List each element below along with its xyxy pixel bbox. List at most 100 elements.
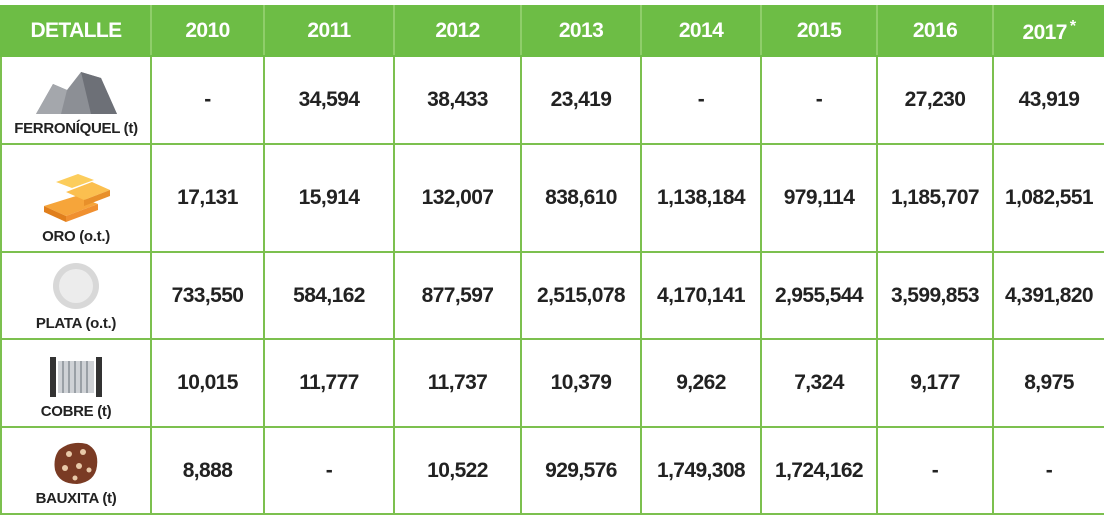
header-cell: 2015 <box>760 5 878 57</box>
header-text: DETALLE <box>30 19 122 42</box>
icon-shape <box>62 465 68 471</box>
header-cell: 2016 <box>876 5 994 57</box>
data-row: FERRONÍQUEL (t) -34,594 38,433 23,419- -27,2… <box>0 55 1104 145</box>
value-cell: 2,955,544 <box>760 251 878 340</box>
header-cell: 2011 <box>263 5 395 57</box>
row-label: COBRE (t) <box>40 403 112 420</box>
icon-shape <box>56 174 94 188</box>
icon-shape <box>80 449 86 455</box>
value-cell: 979,114 <box>760 143 878 253</box>
value-cell: 132,007 <box>393 143 522 253</box>
value-cell: - <box>150 55 265 145</box>
value-cell: 11,777 <box>263 338 395 428</box>
value-cell: 584,162 <box>263 251 395 340</box>
header-text: 2013 <box>558 19 604 42</box>
value-cell: 9,262 <box>640 338 762 428</box>
value-cell: 17,131 <box>150 143 265 253</box>
row-label: FERRONÍQUEL (t) <box>14 120 138 137</box>
header-cell: 2014 <box>640 5 762 57</box>
row-label-cell: FERRONÍQUEL (t) <box>0 55 152 145</box>
data-row: COBRE (t) 10,015 11,777 11,737 10,379 9,262 7,… <box>0 338 1104 428</box>
value-cell: 10,522 <box>393 426 522 515</box>
value-cell: 877,597 <box>393 251 522 340</box>
icon-shape <box>54 442 98 484</box>
row-label: BAUXITA (t) <box>35 490 117 507</box>
value-cell: 838,610 <box>520 143 642 253</box>
value-cell: 929,576 <box>520 426 642 515</box>
table-body: FERRONÍQUEL (t) -34,594 38,433 23,419- -27,2… <box>0 55 1104 515</box>
row-label-cell: COBRE (t) <box>0 338 152 428</box>
header-text: 2010 <box>185 19 230 42</box>
value-cell: 3,599,853 <box>876 251 994 340</box>
value-cell: 27,230 <box>876 55 994 145</box>
row-label-cell: PLATA (o.t.) <box>0 251 152 340</box>
value-cell: 43,919 <box>992 55 1104 145</box>
icon-shape <box>76 463 82 469</box>
value-cell: 8,975 <box>992 338 1104 428</box>
value-cell: 10,015 <box>150 338 265 428</box>
data-row: ORO (o.t.) 17,131 15,914 132,007 838,610 1,13… <box>0 143 1104 253</box>
value-cell: 38,433 <box>393 55 522 145</box>
value-cell: 4,391,820 <box>992 251 1104 340</box>
value-cell: 11,737 <box>393 338 522 428</box>
value-cell: 1,749,308 <box>640 426 762 515</box>
icon-shape <box>50 357 56 397</box>
note-mark: * <box>1069 17 1076 35</box>
value-cell: 1,185,707 <box>876 143 994 253</box>
icon-shape <box>96 357 102 397</box>
value-cell: 10,379 <box>520 338 642 428</box>
value-cell: - <box>992 426 1104 515</box>
header-text: 2015 <box>796 19 842 42</box>
header-cell: 2012 <box>393 5 522 57</box>
data-row: BAUXITA (t) 8,888-10,522 929,576 1,749,308 1… <box>0 426 1104 515</box>
row-label-cell: ORO (o.t.) <box>0 143 152 253</box>
icon-shape <box>36 84 67 114</box>
icon-shape <box>84 190 110 206</box>
row-label-cell: BAUXITA (t) <box>0 426 152 515</box>
mineral-icon <box>50 357 102 397</box>
value-cell: 8,888 <box>150 426 265 515</box>
icon-shape <box>62 449 92 481</box>
value-cell: 4,170,141 <box>640 251 762 340</box>
header-text: 2017 <box>1022 20 1068 44</box>
value-cell: 733,550 <box>150 251 265 340</box>
value-cell: - <box>263 426 395 515</box>
mineral-icon <box>53 263 99 309</box>
icon-shape <box>81 72 117 114</box>
icon-shape <box>66 451 72 457</box>
value-cell: - <box>760 55 878 145</box>
value-cell: 23,419 <box>520 55 642 145</box>
header-text: 2012 <box>435 19 480 42</box>
icon-shape <box>86 467 92 473</box>
icon-shape <box>66 182 110 200</box>
icon-shape <box>59 269 93 303</box>
header-cell: DETALLE <box>0 5 152 57</box>
value-cell: 1,724,162 <box>760 426 878 515</box>
value-cell: 9,177 <box>876 338 994 428</box>
data-row: PLATA (o.t.) 733,550 584,162 877,597 2,515,0… <box>0 251 1104 340</box>
header-cell: 2013 <box>520 5 642 57</box>
header-row: DETALLE 2010 2011 2012 2013 2014 2015 2016 2017 * <box>0 5 1104 57</box>
icon-shape <box>62 361 88 393</box>
header-cell: 2017 * <box>992 5 1104 57</box>
value-cell: - <box>640 55 762 145</box>
icon-shape <box>66 204 98 222</box>
value-cell: 7,324 <box>760 338 878 428</box>
row-label: ORO (o.t.) <box>42 228 110 245</box>
header-text: 2011 <box>307 19 351 42</box>
mineral-icon <box>36 72 117 114</box>
production-table: DETALLE 2010 2011 2012 2013 2014 2015 2016 2017 *… <box>0 5 1104 515</box>
value-cell: 34,594 <box>263 55 395 145</box>
value-cell: 15,914 <box>263 143 395 253</box>
value-cell: - <box>876 426 994 515</box>
header-cell: 2010 <box>150 5 265 57</box>
value-cell: 1,138,184 <box>640 143 762 253</box>
header-text: 2014 <box>678 19 724 42</box>
icon-shape <box>44 206 66 222</box>
mineral-icon <box>54 442 98 484</box>
icon-shape <box>72 475 78 481</box>
mineral-icon <box>44 174 110 222</box>
row-label: PLATA (o.t.) <box>35 315 117 332</box>
value-cell: 1,082,551 <box>992 143 1104 253</box>
